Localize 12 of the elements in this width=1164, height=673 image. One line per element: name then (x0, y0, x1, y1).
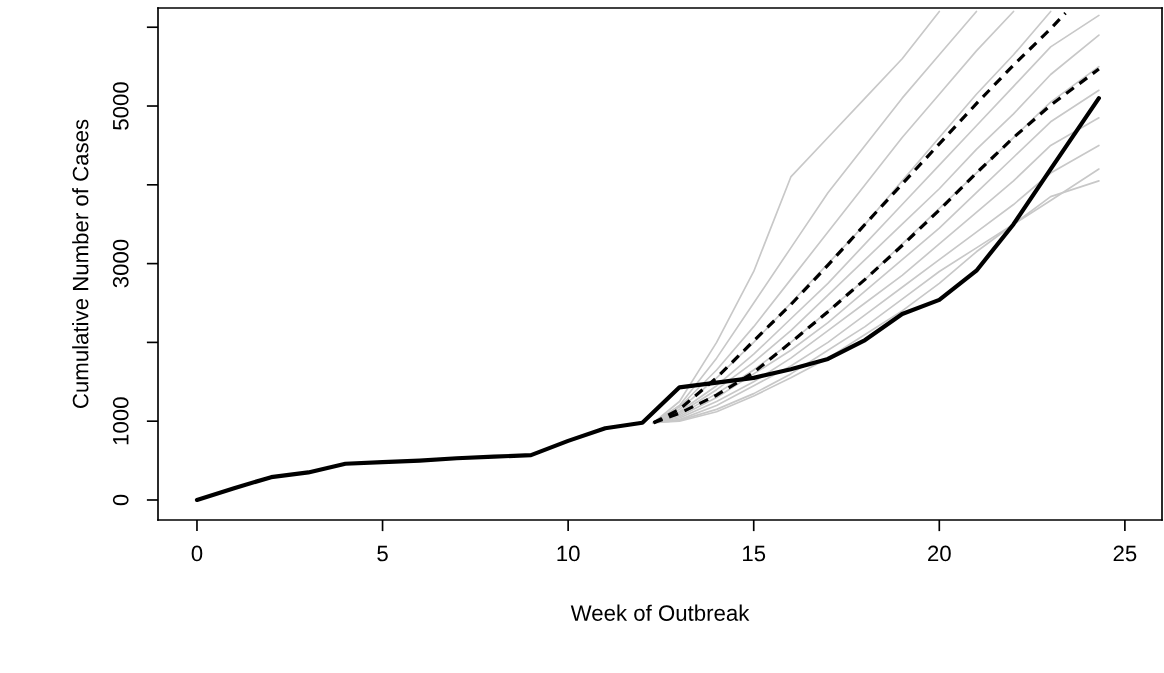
x-axis-title: Week of Outbreak (570, 604, 750, 621)
y-tick-label: 3000 (112, 239, 129, 288)
y-tick-label: 0 (112, 494, 129, 506)
x-tick-label: 25 (1113, 545, 1137, 562)
x-tick-label: 15 (743, 545, 766, 562)
x-tick-label: 20 (928, 545, 951, 562)
y-tick-label: 1000 (112, 397, 129, 445)
y-axis-title: Cumulative Number of Cases (72, 119, 89, 408)
x-tick-label: 5 (377, 545, 388, 562)
x-tick-label: 10 (557, 545, 580, 562)
x-tick-label: 0 (191, 545, 203, 562)
y-tick-label: 5000 (112, 82, 129, 130)
